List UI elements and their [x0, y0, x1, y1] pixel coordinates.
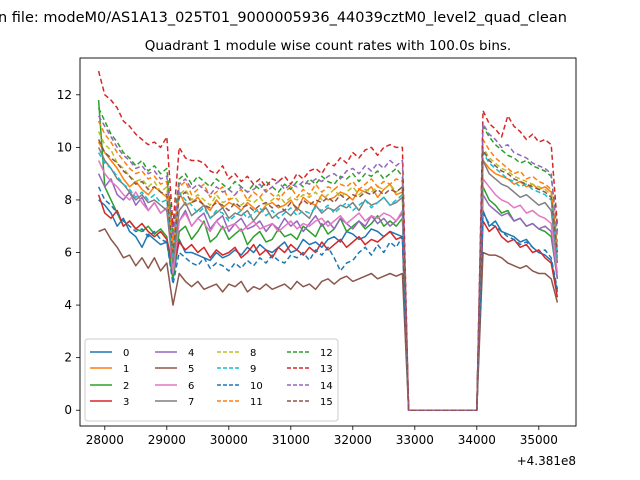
legend-label-6: 6	[188, 381, 194, 392]
legend-label-8: 8	[250, 348, 256, 359]
legend-label-9: 9	[250, 364, 256, 375]
legend-label-12: 12	[320, 348, 333, 359]
y-axis: 0 2 4 6 8 10 12	[57, 88, 80, 417]
series-line-14	[97, 115, 559, 411]
series-line-5	[98, 228, 559, 411]
legend-box	[84, 338, 339, 422]
legend-label-11: 11	[250, 397, 263, 408]
legend-label-7: 7	[188, 397, 194, 408]
y-tick-label: 8	[64, 193, 72, 207]
series-group	[97, 70, 559, 411]
x-tick-label: 29000	[148, 433, 186, 447]
x-tick-label: 35000	[520, 433, 558, 447]
x-tick-label: 33000	[396, 433, 434, 447]
y-tick-label: 10	[57, 140, 72, 154]
legend-label-14: 14	[320, 381, 333, 392]
legend-label-13: 13	[320, 364, 333, 375]
x-axis: 28000 29000 30000 31000 32000 33000 34000 35000	[86, 426, 558, 447]
figure-suptitle: n file: modeM0/AS1A13_025T01_9000005936_…	[0, 10, 567, 26]
axes-title: Quadrant 1 module wise count rates with …	[145, 38, 511, 54]
x-tick-label: 30000	[210, 433, 248, 447]
x-tick-label: 34000	[458, 433, 496, 447]
legend-label-4: 4	[188, 348, 194, 359]
x-tick-label: 32000	[334, 433, 372, 447]
legend-label-3: 3	[123, 397, 129, 408]
y-tick-label: 4	[64, 298, 72, 312]
legend-label-10: 10	[250, 381, 263, 392]
series-line-10	[97, 186, 559, 411]
legend-label-5: 5	[188, 364, 194, 375]
legend-label-2: 2	[123, 381, 129, 392]
x-tick-label: 31000	[272, 433, 310, 447]
x-tick-label: 28000	[86, 433, 124, 447]
axes-frame	[79, 57, 577, 427]
legend-label-0: 0	[123, 348, 129, 359]
y-tick-label: 2	[64, 351, 72, 365]
y-tick-label: 12	[57, 88, 72, 102]
legend-label-1: 1	[123, 364, 129, 375]
legend-label-15: 15	[320, 397, 333, 408]
y-tick-label: 6	[64, 246, 72, 260]
y-tick-label: 0	[64, 403, 72, 417]
x-offset-text: +4.381e8	[517, 454, 576, 468]
